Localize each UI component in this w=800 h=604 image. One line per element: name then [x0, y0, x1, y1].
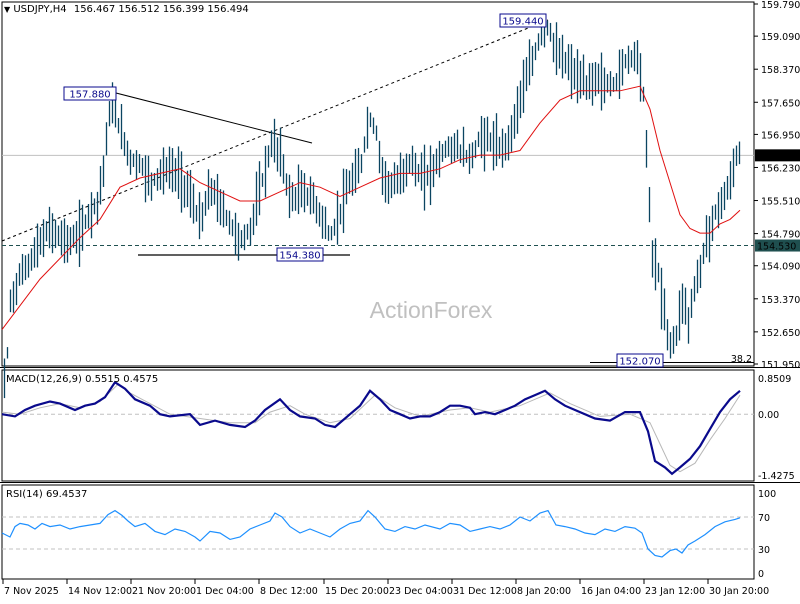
y-axis-label: 159.790 — [761, 0, 800, 11]
x-axis-label: 23 Jan 12:00 — [645, 586, 705, 597]
ohlc-values: 156.467 156.512 156.399 156.494 — [73, 4, 249, 15]
y-axis-label: 154.090 — [761, 262, 800, 273]
rsi-axis-label: 30 — [758, 545, 770, 556]
fib-level-label: 38.2 — [731, 354, 752, 365]
watermark: ActionForex — [370, 297, 493, 323]
price-label-low: 152.070 — [619, 357, 660, 368]
moving-average-line — [1, 85, 741, 330]
macd-main-line — [1, 380, 741, 476]
x-axis-label: 8 Jan 20:00 — [517, 586, 571, 597]
macd-axis-label: -1.4275 — [758, 471, 795, 482]
y-axis-label: 159.090 — [761, 32, 800, 43]
y-axis-label: 158.370 — [761, 65, 800, 76]
y-axis-label: 156.230 — [761, 163, 800, 174]
x-axis-label: 30 Jan 20:00 — [709, 586, 769, 597]
x-axis-label: 1 Dec 04:00 — [196, 586, 254, 597]
y-axis-label: 152.650 — [761, 328, 800, 339]
y-axis-label: 153.370 — [761, 295, 800, 306]
main-chart-title: ▼ USDJPY,H4 156.467 156.512 156.399 156.… — [4, 4, 249, 15]
x-axis-label: 14 Nov 12:00 — [68, 586, 132, 597]
x-axis-label: 15 Dec 20:00 — [325, 586, 389, 597]
x-axis-label: 7 Nov 2025 — [4, 586, 59, 597]
descending-trendline[interactable] — [115, 92, 313, 144]
price-label-high: 159.440 — [502, 17, 543, 28]
x-axis-label: 16 Jan 04:00 — [581, 586, 641, 597]
y-axis-label: 154.790 — [761, 230, 800, 241]
x-axis-label: 21 Nov 20:00 — [132, 586, 196, 597]
y-axis-label: 155.510 — [761, 197, 800, 208]
x-axis-label: 8 Dec 12:00 — [260, 586, 318, 597]
x-axis-label: 31 Dec 12:00 — [453, 586, 517, 597]
rsi-axis-label: 100 — [758, 489, 776, 500]
macd-axis-label: 0.00 — [758, 410, 779, 421]
symbol-label: USDJPY,H4 — [13, 4, 67, 15]
current-price-value: 156.494 — [757, 151, 796, 162]
rsi-axis-label: 70 — [758, 513, 770, 524]
price-label-low: 154.380 — [279, 251, 320, 262]
support-price-tag — [755, 239, 800, 252]
rsi-line — [1, 509, 741, 558]
collapse-arrow-icon[interactable]: ▼ — [4, 5, 11, 14]
y-axis-label: 157.650 — [761, 98, 800, 109]
y-axis-label: 156.950 — [761, 130, 800, 141]
support-price-value: 154.530 — [757, 242, 796, 253]
price-label-box — [616, 353, 664, 368]
y-axis-label: 151.950 — [761, 360, 800, 371]
x-axis-label: 23 Dec 04:00 — [389, 586, 453, 597]
price-label-box — [63, 86, 117, 101]
price-label-high: 157.880 — [69, 90, 110, 101]
rsi-panel — [1, 484, 755, 580]
macd-panel — [1, 369, 755, 482]
current-price-tag — [755, 149, 800, 162]
rsi-axis-label: 0 — [758, 569, 764, 580]
macd-axis-label: 0.8509 — [758, 374, 791, 385]
rsi-title: RSI(14) 69.4537 — [6, 489, 88, 500]
macd-title: MACD(12,26,9) 0.5515 0.4575 — [6, 374, 159, 385]
price-label-box — [276, 247, 324, 262]
price-bars — [3, 20, 741, 399]
price-label-box — [499, 13, 547, 28]
